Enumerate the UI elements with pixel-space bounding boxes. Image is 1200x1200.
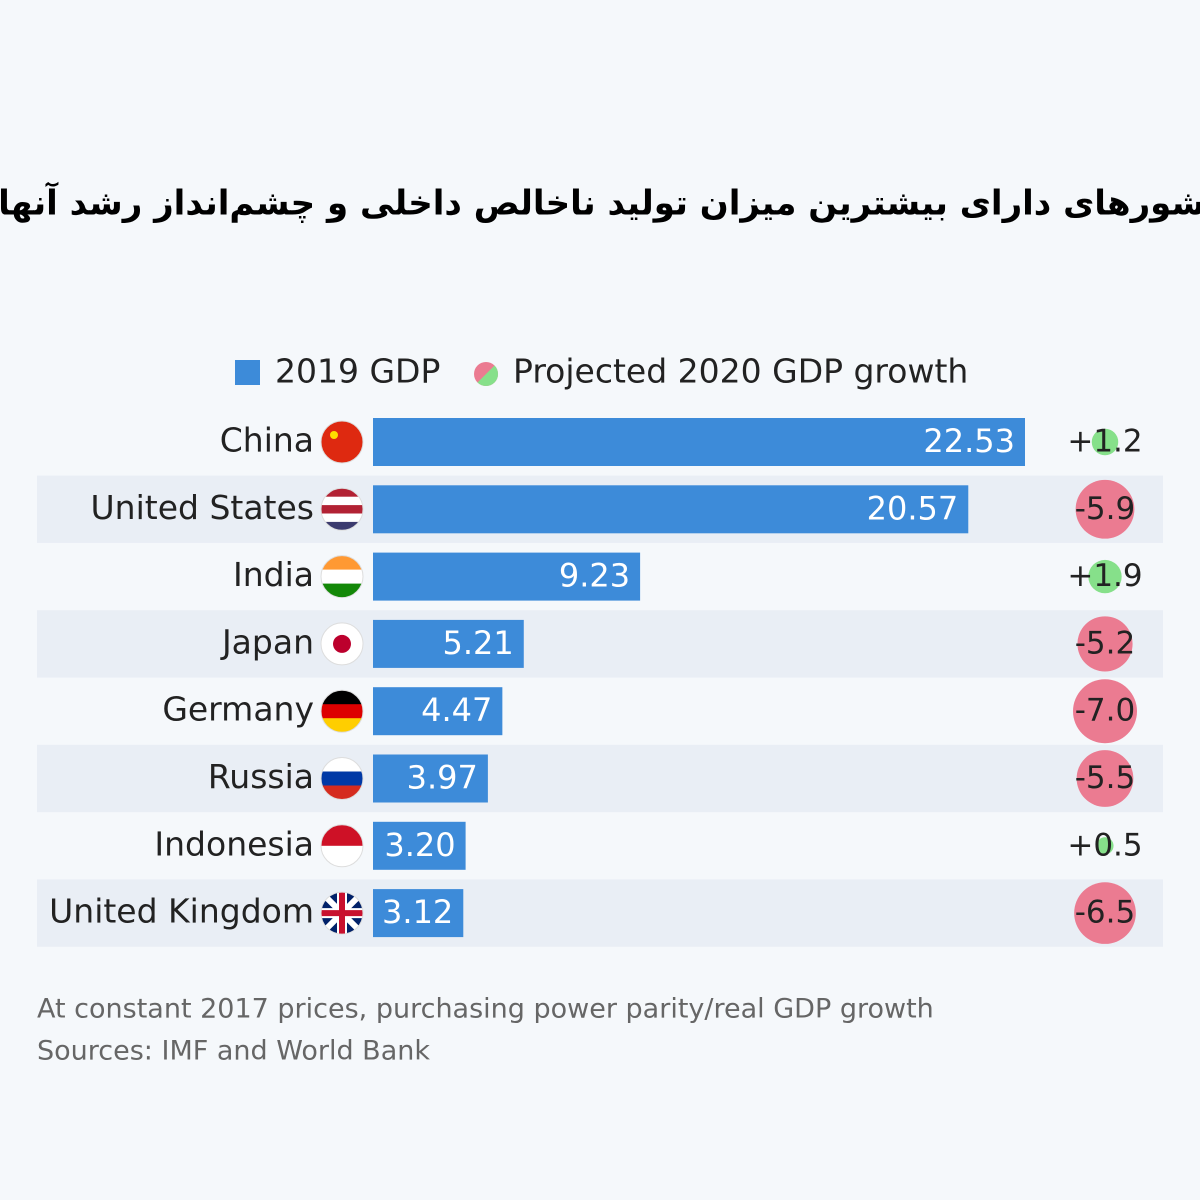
- flag-stripe: [321, 421, 363, 463]
- flag-ring: [320, 487, 364, 531]
- growth-bubble: [1091, 428, 1119, 456]
- growth-bubble: [1096, 837, 1114, 855]
- bar-value-label: 22.53: [923, 422, 1015, 460]
- flag-stripe: [321, 757, 363, 772]
- bar: [373, 619, 524, 668]
- flag-ring: [320, 757, 364, 800]
- category-label: Japan: [220, 622, 314, 661]
- row-band: [37, 610, 1163, 678]
- flag-stripe: [321, 583, 363, 598]
- bar-value-label: 3.97: [407, 759, 478, 797]
- flag-ring: [320, 622, 364, 666]
- flag-stripe: [321, 505, 363, 514]
- bar-value-label: 4.47: [421, 691, 492, 729]
- growth-label: +1.2: [1067, 424, 1142, 460]
- growth-label: -7.0: [1075, 693, 1136, 729]
- flag: [321, 824, 363, 867]
- flag-ring: [320, 420, 364, 464]
- bar-value-label: 20.57: [867, 489, 959, 527]
- growth-bubble: [1077, 616, 1133, 672]
- bar: [373, 754, 488, 803]
- growth-label: -5.9: [1075, 491, 1136, 527]
- flag: [321, 488, 363, 531]
- bar: [373, 889, 464, 938]
- flag-sun: [333, 634, 351, 653]
- flag: [321, 892, 363, 935]
- flag-stripe: [321, 690, 363, 705]
- growth-bubble: [1074, 882, 1136, 944]
- growth-bubble: [1076, 750, 1134, 807]
- flag-ring: [320, 555, 364, 599]
- bar-value-label: 3.12: [382, 893, 453, 931]
- category-label: China: [220, 421, 314, 460]
- category-label: India: [233, 555, 314, 594]
- flag: [321, 421, 363, 463]
- bar: [373, 821, 466, 870]
- flag-stripe: [321, 521, 363, 531]
- bar: [373, 418, 1025, 466]
- flag-stripe: [321, 704, 363, 719]
- flag-stripe: [321, 718, 363, 733]
- flag-ring: [320, 891, 364, 935]
- category-label: United States: [91, 488, 314, 527]
- chart-title: کشورهای دارای بیشترین میزان تولید ناخالص…: [0, 182, 1200, 224]
- legend-swatch: [477, 365, 499, 387]
- growth-label: +1.9: [1067, 558, 1142, 594]
- growth-label: +0.5: [1067, 827, 1142, 863]
- category-label: Russia: [208, 757, 314, 796]
- flag-ring: [320, 689, 364, 733]
- row-band: [37, 744, 1163, 813]
- growth-bubble: [1075, 479, 1135, 539]
- flag: [321, 757, 363, 800]
- flag-star: [330, 431, 338, 439]
- category-label: Indonesia: [154, 824, 314, 863]
- legend-label: 2019 GDP: [275, 352, 440, 391]
- flag: [321, 555, 363, 598]
- category-label: United Kingdom: [49, 892, 314, 931]
- growth-label: -5.2: [1075, 625, 1136, 661]
- footnote: Sources: IMF and World Bank: [37, 1036, 430, 1067]
- flag: [321, 690, 363, 733]
- flag-stripe: [321, 785, 363, 800]
- flag-stripe: [321, 569, 363, 585]
- growth-label: -6.5: [1075, 895, 1136, 931]
- legend-swatch: [235, 360, 260, 385]
- bar-value-label: 9.23: [559, 557, 630, 595]
- flag-ring: [320, 824, 364, 868]
- flag-stripe: [321, 845, 363, 867]
- flag: [321, 622, 363, 665]
- legend-label: Projected 2020 GDP growth: [513, 352, 968, 391]
- bar: [373, 687, 503, 736]
- flag-stripe: [321, 496, 363, 506]
- flag-stripe: [321, 555, 363, 571]
- bar: [373, 485, 969, 534]
- flag-cross: [321, 892, 363, 935]
- growth-label: -5.5: [1075, 760, 1136, 796]
- growth-bubble: [1088, 559, 1122, 594]
- row-band: [37, 879, 1163, 947]
- flag-stripe: [321, 488, 363, 498]
- bar-value-label: 5.21: [443, 624, 514, 662]
- flag-stripe: [321, 771, 363, 786]
- category-label: Germany: [162, 690, 314, 729]
- footnote: At constant 2017 prices, purchasing powe…: [37, 994, 934, 1025]
- flag-stripe: [321, 513, 363, 523]
- growth-bubble: [1073, 679, 1137, 744]
- bar-value-label: 3.20: [384, 826, 455, 864]
- flag-stripe: [321, 824, 363, 847]
- bar: [373, 552, 641, 601]
